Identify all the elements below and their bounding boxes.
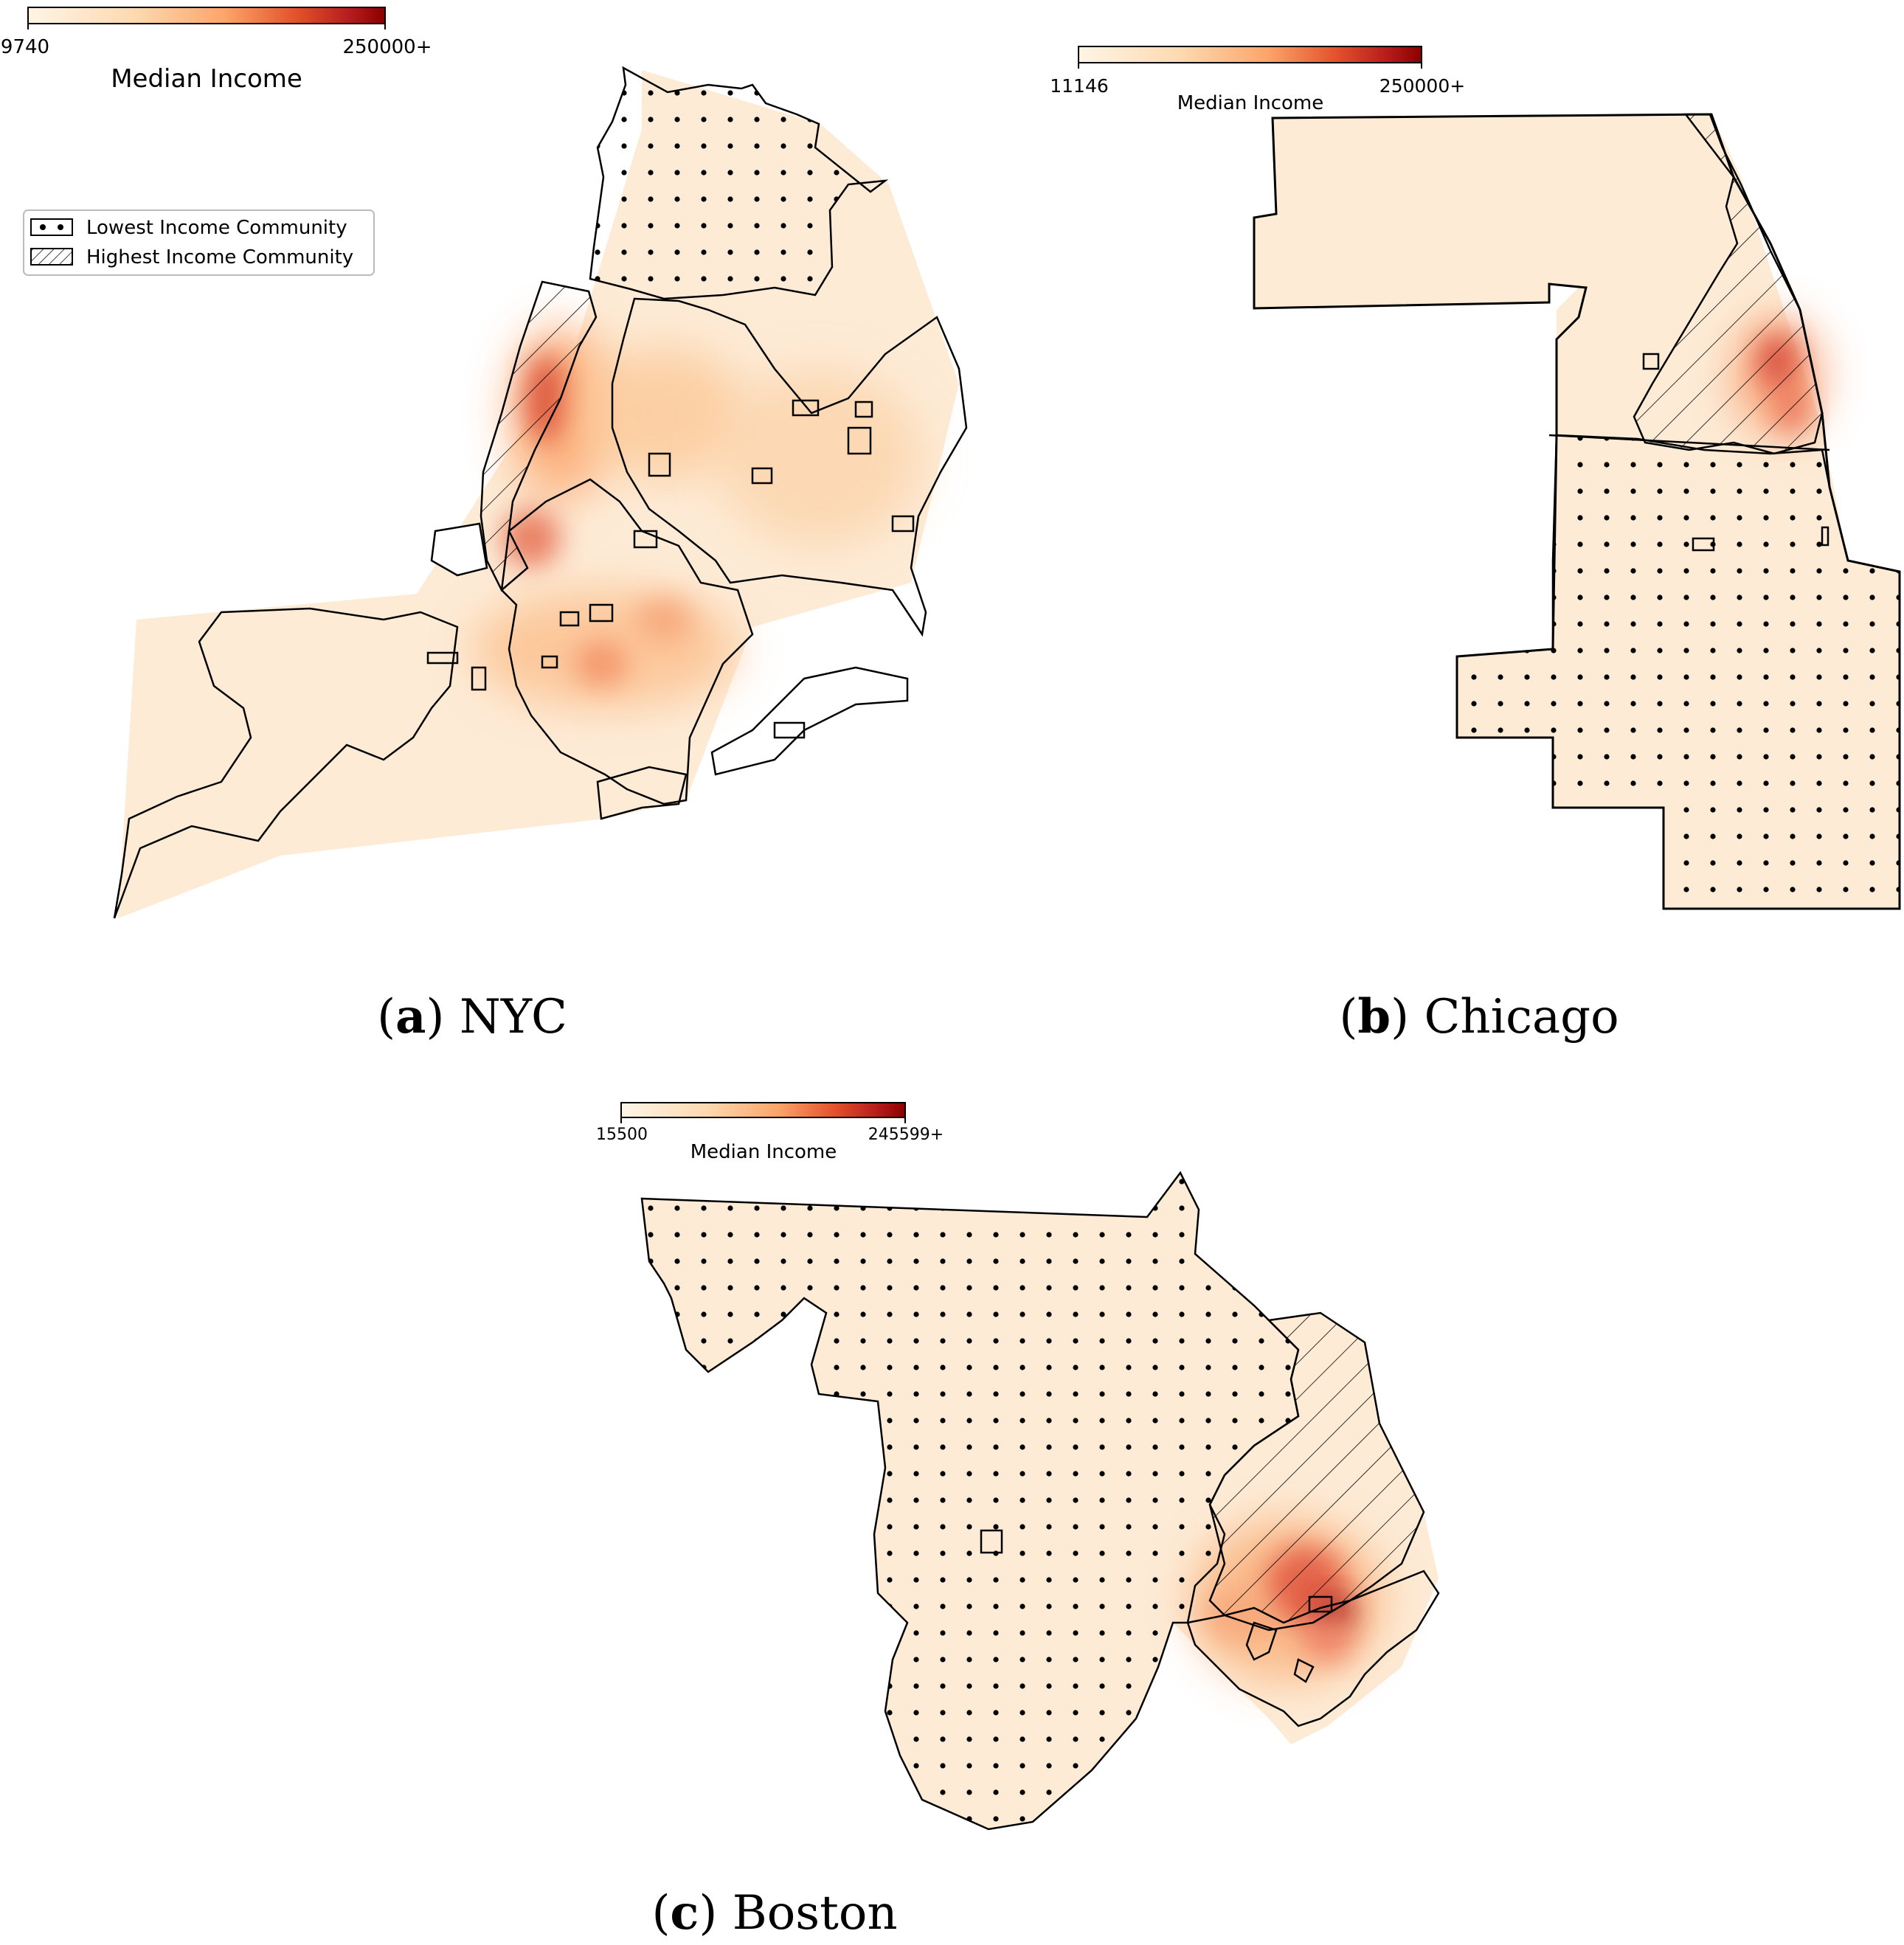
hatch-pattern-icon bbox=[30, 248, 73, 266]
panel-nyc: 9740 250000+ Median Income Lowest Income… bbox=[1, 7, 968, 1044]
nyc-map bbox=[113, 66, 968, 919]
legend-lowest-label: Lowest Income Community bbox=[86, 217, 347, 239]
colorbar-min-label: 11146 bbox=[1050, 75, 1109, 97]
map-legend: Lowest Income Community Highest Income C… bbox=[23, 209, 375, 276]
colorbar-max-label: 245599+ bbox=[868, 1126, 944, 1144]
panel-boston: 15500 245599+ Median Income bbox=[596, 1102, 1440, 1941]
legend-highest-label: Highest Income Community bbox=[86, 246, 353, 268]
colorbar-max-label: 250000+ bbox=[342, 36, 432, 58]
colorbar-max-label: 250000+ bbox=[1379, 75, 1465, 97]
boston-caption: (c) Boston bbox=[651, 1885, 897, 1941]
boston-colorbar: 15500 245599+ Median Income bbox=[596, 1102, 944, 1163]
chicago-community-outlines bbox=[1642, 353, 1829, 552]
nyc-rockaway-outline bbox=[710, 666, 909, 776]
colorbar-title: Median Income bbox=[1177, 92, 1324, 114]
colorbar-title: Median Income bbox=[111, 64, 302, 94]
boston-map bbox=[640, 1171, 1440, 1831]
svg-text:(b) Chicago: (b) Chicago bbox=[1339, 989, 1619, 1044]
boston-lowest-income-area bbox=[640, 1171, 1300, 1831]
nyc-caption: (a) NYC bbox=[377, 989, 567, 1044]
boston-community-outlines bbox=[980, 1529, 1333, 1683]
dot-pattern-icon bbox=[30, 218, 73, 236]
chicago-colorbar: 11146 250000+ Median Income bbox=[1050, 46, 1465, 114]
svg-text:(c) Boston: (c) Boston bbox=[651, 1885, 897, 1941]
chicago-city-outline bbox=[1253, 113, 1901, 910]
nyc-community-outlines bbox=[426, 399, 915, 739]
nyc-island-outline bbox=[596, 766, 688, 820]
panel-chicago: 11146 250000+ Median Income bbox=[1050, 46, 1901, 1044]
svg-text:(a) NYC: (a) NYC bbox=[377, 989, 567, 1044]
colorbar-min-label: 9740 bbox=[1, 36, 49, 58]
nyc-lowest-income-area bbox=[589, 66, 889, 300]
colorbar-gradient bbox=[620, 1102, 906, 1118]
colorbar-title: Median Income bbox=[690, 1141, 837, 1163]
colorbar-gradient bbox=[27, 7, 386, 24]
nyc-highest-income-area bbox=[480, 280, 598, 592]
chicago-caption: (b) Chicago bbox=[1339, 989, 1619, 1044]
boston-southeast-outline bbox=[1186, 1570, 1440, 1727]
chicago-lowest-income-area bbox=[1455, 434, 1901, 910]
nyc-staten-island-outline bbox=[113, 607, 459, 919]
nyc-colorbar: 9740 250000+ Median Income bbox=[1, 7, 432, 94]
chicago-map bbox=[1253, 113, 1901, 910]
nyc-queens-outline bbox=[611, 297, 968, 637]
colorbar-gradient bbox=[1078, 46, 1422, 63]
colorbar-min-label: 15500 bbox=[596, 1126, 648, 1144]
nyc-brooklyn-outline bbox=[500, 478, 754, 805]
boston-highest-income-area bbox=[1208, 1311, 1425, 1624]
